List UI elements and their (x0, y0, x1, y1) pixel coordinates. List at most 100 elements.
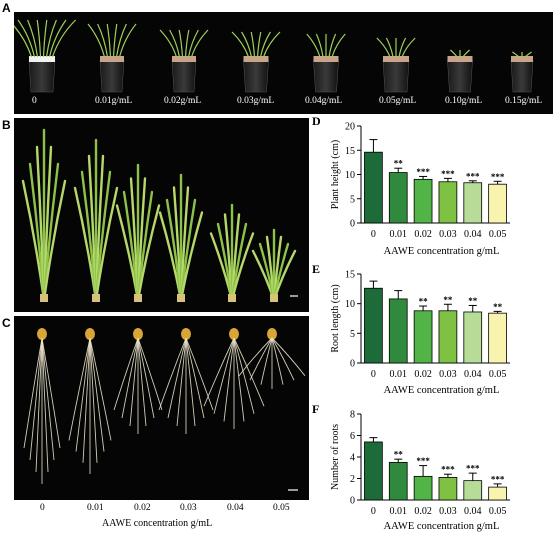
x-axis-label: AAWE concentration g/mL (384, 521, 500, 532)
y-tick-label: 20 (345, 122, 355, 133)
significance-label: ** (493, 302, 503, 312)
photo-c-label-4: 0.04 (227, 503, 244, 513)
seedling-roots-illustration (23, 328, 306, 491)
bar-0.05 (488, 486, 507, 501)
significance-label: ** (443, 295, 453, 305)
x-tick-label: 0.04 (464, 229, 482, 240)
photo-c-xlabel: AAWE concentration g/mL (102, 518, 213, 529)
x-tick-label: 0.02 (414, 369, 432, 380)
photo-a-label-2: 0.02g/mL (164, 96, 202, 106)
x-tick-label: 0.03 (439, 506, 457, 517)
x-tick-label: 0.05 (489, 229, 507, 240)
significance-label: ** (468, 296, 478, 306)
x-tick-label: 0.01 (390, 369, 408, 380)
seedling-shoots-illustration (21, 128, 298, 302)
x-tick-label: 0.04 (464, 369, 482, 380)
x-tick-label: 0 (371, 369, 376, 380)
x-tick-label: 0.05 (489, 506, 507, 517)
bar-0.02 (413, 310, 433, 364)
bar-0.05 (488, 183, 507, 224)
x-tick-label: 0.01 (390, 229, 408, 240)
bar-0.05 (488, 312, 507, 364)
x-tick-label: 0.01 (390, 506, 408, 517)
significance-label: *** (491, 172, 505, 182)
y-tick-label: 8 (350, 410, 355, 421)
bar-0 (364, 441, 383, 501)
photo-c-label-2: 0.02 (134, 503, 151, 513)
x-tick-label: 0 (371, 506, 376, 517)
x-tick-label: 0.04 (464, 506, 482, 517)
bar-0.03 (438, 477, 458, 501)
photo-panel-a: 0 0.01g/mL 0.02g/mL 0.03g/mL 0.04g/mL 0.… (14, 12, 553, 114)
panel-letter-f: F (312, 402, 319, 416)
y-tick-label: 15 (345, 146, 355, 157)
y-axis-label: Root length (cm) (330, 284, 341, 352)
significance-label: *** (416, 456, 430, 466)
significance-label: ** (394, 159, 404, 169)
panel-letter-a: A (2, 1, 11, 15)
photo-a-label-5: 0.05g/mL (379, 96, 417, 106)
y-tick-label: 5 (350, 329, 355, 340)
bar-0.04 (463, 182, 483, 224)
photo-a-label-0: 0 (32, 96, 37, 106)
panel-letter-d: D (312, 114, 321, 128)
photo-a-label-6: 0.10g/mL (445, 96, 483, 106)
x-tick-label: 0.02 (414, 229, 432, 240)
y-tick-label: 0 (350, 496, 355, 507)
chart-e-root-length: E 0 5 10 15 Root length (cm) 0 0.01 ** 0.02 ** 0.03… (312, 262, 510, 396)
significance-label: *** (441, 465, 455, 475)
y-tick-label: 5 (350, 194, 355, 205)
y-tick-label: 6 (350, 431, 355, 442)
panel-letter-e: E (312, 262, 320, 276)
significance-label: *** (491, 474, 505, 484)
bar-0.01 (388, 298, 408, 364)
y-tick-label: 2 (350, 474, 355, 485)
photo-a-label-3: 0.03g/mL (237, 96, 275, 106)
photo-a-label-4: 0.04g/mL (305, 96, 343, 106)
x-tick-label: 0.02 (414, 506, 432, 517)
y-axis-label: Plant height (cm) (330, 140, 341, 209)
photo-panel-b (14, 118, 309, 312)
bar-0.03 (438, 310, 458, 364)
significance-label: *** (416, 167, 430, 177)
y-tick-label: 10 (345, 170, 355, 181)
bar-0.04 (463, 480, 483, 501)
photo-c-label-3: 0.03 (180, 503, 197, 513)
bar-0.01 (388, 461, 408, 501)
y-axis-label: Number of roots (330, 424, 341, 490)
photo-a-label-7: 0.15g/mL (505, 96, 543, 106)
x-axis-label: AAWE concentration g/mL (384, 246, 500, 257)
bar-0.04 (463, 311, 483, 364)
potted-seedlings-illustration (14, 19, 534, 93)
x-axis-label: AAWE concentration g/mL (384, 385, 500, 396)
bar-0.02 (413, 475, 433, 501)
significance-label: ** (394, 450, 404, 460)
photo-c-label-0: 0 (40, 503, 45, 513)
photo-c-label-1: 0.01 (87, 503, 104, 513)
significance-label: *** (441, 169, 455, 179)
y-tick-label: 4 (350, 453, 355, 464)
photo-c-label-5: 0.05 (273, 503, 290, 513)
significance-label: *** (466, 464, 480, 474)
y-tick-label: 10 (345, 299, 355, 310)
panel-letter-b: B (2, 118, 11, 132)
bar-0 (364, 151, 383, 224)
x-tick-label: 0 (371, 229, 376, 240)
bar-0.02 (413, 178, 433, 224)
x-tick-label: 0.03 (439, 369, 457, 380)
photo-a-label-1: 0.01g/mL (95, 96, 133, 106)
x-tick-label: 0.03 (439, 229, 457, 240)
chart-d-plant-height: D 0 5 10 15 20 Plant height (cm) 0 ** 0.01 *** 0.02… (312, 114, 510, 257)
y-tick-label: 15 (345, 270, 355, 281)
significance-label: ** (419, 297, 429, 307)
chart-f-number-of-roots: F 0 2 4 6 8 Number of roots 0 ** 0.01 *** 0.02 *** 0.… (312, 402, 510, 532)
photo-panel-c (14, 316, 309, 500)
bar-0 (364, 287, 383, 364)
panel-letter-c: C (2, 316, 11, 330)
x-tick-label: 0.05 (489, 369, 507, 380)
y-tick-label: 0 (350, 359, 355, 370)
bar-0.03 (438, 181, 458, 224)
y-tick-label: 0 (350, 219, 355, 230)
significance-label: *** (466, 171, 480, 181)
bar-0.01 (388, 172, 408, 224)
